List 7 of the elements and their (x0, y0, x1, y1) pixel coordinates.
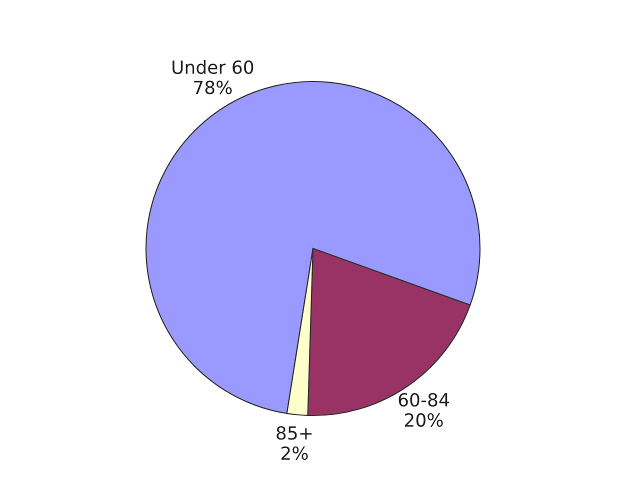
slice-label: Under 60 (172, 60, 254, 74)
data-label: 2% (281, 446, 308, 460)
slice-label: 60-84 (398, 392, 449, 407)
data-label: 20% (405, 413, 443, 427)
slice-label: 85+ (276, 426, 312, 440)
data-label: 78% (194, 80, 232, 94)
pie-slice (145, 80, 481, 414)
